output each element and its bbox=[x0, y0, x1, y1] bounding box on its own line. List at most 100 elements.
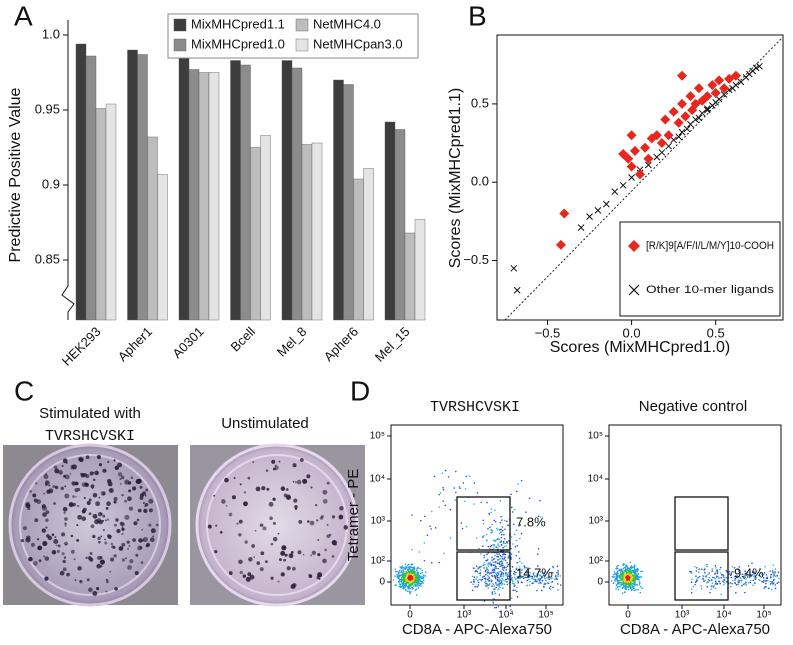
spot bbox=[58, 470, 63, 475]
event bbox=[557, 572, 560, 574]
event bbox=[505, 545, 508, 547]
event bbox=[497, 553, 499, 556]
spot bbox=[85, 556, 88, 560]
event bbox=[539, 579, 542, 581]
event bbox=[512, 543, 514, 545]
legend-label: MixMHCpred1.0 bbox=[191, 36, 285, 51]
spot bbox=[331, 515, 336, 519]
event bbox=[626, 578, 629, 580]
event bbox=[738, 581, 740, 584]
event bbox=[487, 565, 490, 567]
point bbox=[602, 200, 610, 208]
spot bbox=[306, 474, 311, 479]
event bbox=[416, 580, 418, 583]
event bbox=[557, 570, 559, 572]
event bbox=[449, 537, 452, 539]
bar bbox=[333, 79, 344, 321]
event bbox=[503, 545, 506, 548]
event bbox=[408, 565, 411, 568]
point bbox=[510, 264, 518, 272]
event bbox=[728, 573, 731, 575]
spot bbox=[124, 479, 130, 485]
event bbox=[433, 475, 436, 478]
event bbox=[626, 572, 629, 574]
spot bbox=[100, 535, 103, 538]
spot bbox=[148, 498, 154, 504]
event bbox=[416, 571, 419, 574]
panel-label: D bbox=[350, 375, 370, 406]
event bbox=[472, 583, 474, 586]
event bbox=[628, 584, 630, 586]
event bbox=[504, 542, 507, 545]
event bbox=[690, 588, 693, 590]
event bbox=[625, 584, 627, 586]
event bbox=[407, 566, 410, 569]
event bbox=[630, 572, 632, 575]
event bbox=[483, 563, 486, 566]
event bbox=[409, 575, 412, 578]
spot bbox=[278, 460, 281, 463]
point bbox=[665, 142, 672, 150]
event bbox=[631, 585, 634, 587]
bar bbox=[137, 54, 148, 321]
spot bbox=[98, 496, 101, 499]
event bbox=[529, 575, 532, 578]
event bbox=[482, 536, 484, 538]
event bbox=[630, 589, 633, 591]
event bbox=[747, 565, 750, 567]
event bbox=[625, 569, 628, 572]
spot bbox=[247, 476, 251, 480]
event bbox=[500, 572, 503, 575]
event bbox=[414, 572, 416, 575]
point bbox=[730, 70, 741, 81]
spot bbox=[265, 560, 268, 564]
event bbox=[422, 577, 424, 580]
event bbox=[637, 576, 640, 579]
spot bbox=[331, 555, 335, 558]
spot bbox=[277, 580, 280, 583]
spot bbox=[141, 528, 143, 531]
spot bbox=[79, 580, 82, 583]
event bbox=[449, 508, 452, 511]
event bbox=[774, 568, 777, 570]
event bbox=[503, 567, 506, 569]
event bbox=[774, 571, 776, 573]
event bbox=[405, 570, 408, 573]
event bbox=[750, 575, 753, 577]
spot bbox=[88, 512, 92, 516]
event bbox=[720, 574, 723, 576]
legend-label: [R/K]9[A/F/I/L/M/Y]10-COOH bbox=[646, 240, 774, 252]
event bbox=[500, 531, 502, 533]
event bbox=[627, 574, 629, 577]
event bbox=[420, 519, 422, 522]
point bbox=[752, 64, 760, 72]
event bbox=[396, 575, 399, 578]
event bbox=[487, 562, 490, 565]
spot bbox=[243, 501, 248, 507]
y-tick-label: 10⁴ bbox=[370, 474, 385, 485]
event bbox=[516, 596, 519, 598]
event bbox=[706, 565, 709, 568]
event bbox=[772, 575, 775, 578]
event bbox=[419, 579, 422, 581]
event bbox=[551, 580, 554, 583]
event bbox=[488, 512, 490, 515]
event bbox=[529, 571, 531, 574]
spot bbox=[299, 458, 304, 462]
spot bbox=[139, 493, 144, 498]
event bbox=[409, 587, 412, 590]
event bbox=[496, 528, 499, 531]
event bbox=[629, 574, 632, 577]
event bbox=[424, 515, 426, 518]
point bbox=[658, 149, 666, 156]
spot bbox=[272, 521, 276, 525]
spot bbox=[29, 490, 32, 493]
event bbox=[482, 522, 485, 525]
point bbox=[680, 111, 691, 122]
spot bbox=[124, 514, 130, 520]
event bbox=[529, 567, 531, 570]
event bbox=[518, 557, 521, 560]
event bbox=[506, 542, 509, 544]
point bbox=[643, 153, 654, 164]
event bbox=[504, 559, 507, 562]
